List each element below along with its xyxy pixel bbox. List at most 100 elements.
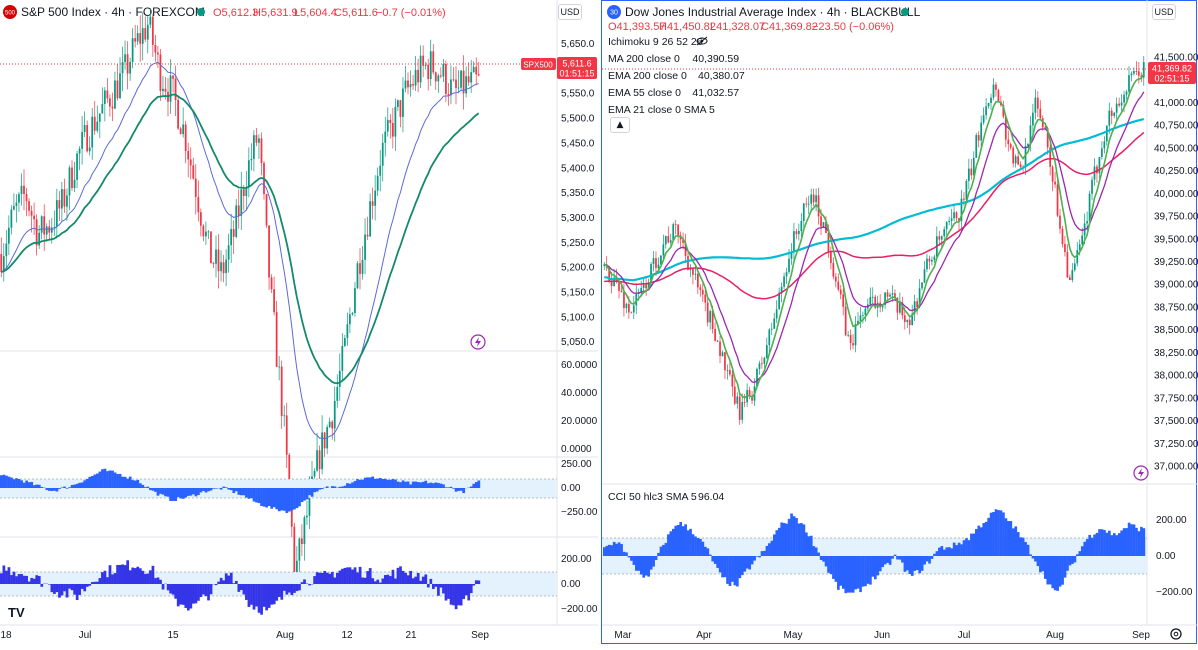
- right-candle: [1123, 95, 1125, 103]
- right-cci-histogram-bar: [827, 556, 830, 573]
- left-pane3-histogram-bar: [409, 484, 412, 488]
- right-cci-histogram-bar: [766, 546, 769, 556]
- left-pane3-histogram-bar: [462, 488, 465, 493]
- left-pane4-histogram-bar: [349, 567, 352, 584]
- left-currency-button[interactable]: USD: [558, 4, 582, 20]
- right-candle: [643, 285, 645, 288]
- left-candle: [106, 90, 108, 98]
- right-lightning-bolt-icon: [1138, 468, 1144, 478]
- gear-icon[interactable]: [1171, 629, 1181, 639]
- right-candle: [951, 218, 953, 221]
- left-candle: [460, 71, 462, 88]
- left-pane3-histogram-bar: [349, 484, 352, 488]
- left-pane4-histogram-bar: [379, 583, 382, 584]
- left-pane3-histogram-bar: [432, 483, 435, 488]
- left-pane4-histogram-bar: [260, 584, 263, 615]
- left-candle: [372, 201, 374, 206]
- right-cci-histogram-bar: [931, 556, 934, 559]
- left-candle: [475, 67, 477, 74]
- left-pane3-histogram-bar: [291, 488, 294, 510]
- left-candle: [384, 132, 386, 143]
- right-candle: [840, 290, 842, 295]
- left-pane4-histogram-bar: [88, 584, 91, 586]
- right-candle: [786, 272, 788, 276]
- left-pane4-histogram-bar: [40, 584, 43, 587]
- left-pane4-histogram-bar: [432, 584, 435, 589]
- right-price-axis-label: 41,500.00: [1154, 53, 1198, 64]
- left-pane3-histogram-bar: [472, 484, 475, 488]
- left-chart-panel[interactable]: 500 S&P 500 Index · 4h · FOREXCOM O5,612…: [0, 0, 598, 641]
- right-candle: [860, 315, 862, 320]
- left-pane3-histogram-bar: [119, 474, 122, 488]
- left-pane3-histogram-bar: [326, 486, 329, 488]
- left-candle: [33, 216, 35, 220]
- right-price-axis-label: 38,500.00: [1154, 325, 1198, 336]
- left-pane3-histogram-bar: [66, 488, 69, 489]
- right-cci-histogram-bar: [1106, 533, 1109, 556]
- left-price-axis[interactable]: 5,650.05,600.05,550.05,500.05,450.05,400…: [561, 39, 595, 348]
- left-pane4-histogram-bar: [10, 575, 13, 584]
- left-pane4-histogram-bar: [316, 572, 319, 584]
- right-cci-histogram-bar: [1088, 535, 1091, 556]
- left-pane3-histogram-bar: [288, 488, 291, 512]
- right-chart-panel[interactable]: 30 Dow Jones Industrial Average Index · …: [602, 0, 1198, 644]
- right-cci-histogram-bar: [1123, 528, 1126, 556]
- left-chart-title[interactable]: S&P 500 Index · 4h · FOREXCOM: [21, 5, 205, 19]
- left-price-axis-label: 5,200.0: [561, 263, 595, 274]
- left-pane3-histogram-bar: [227, 488, 230, 490]
- right-candle: [924, 269, 926, 282]
- left-pane3-histogram-bar: [0, 475, 3, 488]
- left-pane4-histogram-bar: [134, 568, 137, 584]
- left-pane4-histogram-bar: [169, 584, 172, 593]
- left-pane4-histogram-bar: [280, 584, 283, 600]
- left-candle: [58, 200, 60, 208]
- left-candle: [331, 422, 333, 429]
- left-pane3-histogram-bar: [96, 474, 99, 488]
- collapse-legend-button[interactable]: ▲: [610, 117, 630, 133]
- right-cci-histogram-bar: [734, 556, 737, 585]
- left-pane3-histogram-bar: [202, 488, 205, 491]
- right-candle: [921, 282, 923, 288]
- left-pane3-histogram-bar: [237, 488, 240, 495]
- left-pane3-axis-label: 250.00: [561, 459, 592, 470]
- left-pane3-histogram-bar: [141, 485, 144, 488]
- left-pane4-histogram-bar: [8, 567, 11, 584]
- right-chart-title[interactable]: Dow Jones Industrial Average Index · 4h …: [625, 5, 921, 19]
- left-pane4-histogram-bar: [288, 584, 291, 593]
- left-pane3-histogram-bar: [351, 482, 354, 488]
- right-cci-histogram-bar: [899, 556, 902, 560]
- left-symbol-tag-text: SPX500: [523, 61, 553, 70]
- right-price-axis-label: 37,250.00: [1154, 439, 1198, 450]
- right-cci-histogram-bar: [891, 556, 894, 559]
- right-price-axis[interactable]: 41,500.0041,000.0040,750.0040,500.0040,2…: [1154, 53, 1198, 473]
- left-price-tag-price: 5,611.6: [562, 59, 591, 69]
- right-candle: [717, 341, 719, 342]
- right-candle: [1037, 98, 1039, 109]
- right-candle: [1071, 270, 1073, 280]
- right-candle: [820, 216, 822, 226]
- right-candle: [800, 221, 802, 231]
- right-cci-histogram-bar: [1120, 530, 1123, 556]
- right-cci-histogram-bar: [867, 556, 870, 584]
- left-pane4-histogram-bar: [25, 576, 28, 584]
- left-candle: [66, 195, 68, 206]
- left-candle: [56, 200, 58, 227]
- left-candle: [160, 54, 162, 91]
- right-currency-button[interactable]: USD: [1152, 4, 1176, 20]
- left-pane4-histogram-bar: [139, 568, 142, 584]
- left-candle: [243, 189, 245, 196]
- left-pane3-histogram-bar: [232, 488, 235, 493]
- left-candle: [266, 194, 268, 225]
- left-candle: [228, 245, 230, 259]
- right-cci-histogram-bar: [652, 556, 655, 567]
- right-candle: [761, 363, 763, 364]
- left-candle: [210, 231, 212, 263]
- left-pane4-histogram-bar: [5, 571, 8, 584]
- left-candle: [344, 338, 346, 346]
- left-candle: [470, 72, 472, 82]
- right-cci-histogram-bar: [1111, 535, 1114, 556]
